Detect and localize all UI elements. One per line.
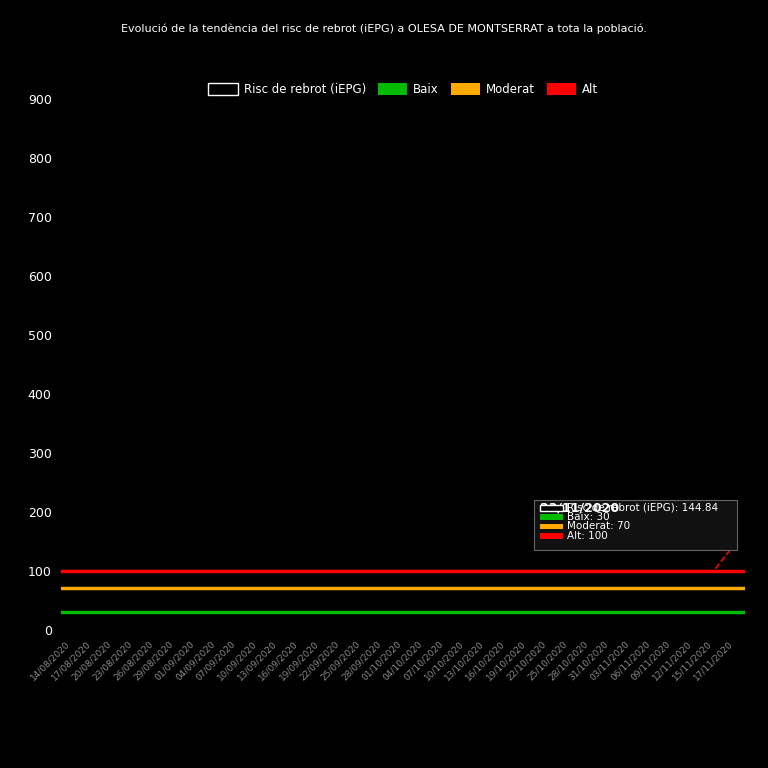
Text: Baix: 30: Baix: 30 <box>567 512 610 522</box>
Text: Evolució de la tendència del risc de rebrot (iEPG) a OLESA DE MONTSERRAT a tota : Evolució de la tendència del risc de reb… <box>121 23 647 34</box>
FancyBboxPatch shape <box>534 500 737 550</box>
Text: Alt: 100: Alt: 100 <box>567 531 607 541</box>
FancyBboxPatch shape <box>540 524 563 529</box>
FancyBboxPatch shape <box>540 505 563 511</box>
FancyBboxPatch shape <box>540 533 563 539</box>
Legend: Risc de rebrot (iEPG), Baix, Moderat, Alt: Risc de rebrot (iEPG), Baix, Moderat, Al… <box>204 78 603 101</box>
FancyBboxPatch shape <box>540 514 563 520</box>
Text: 23/11/2020: 23/11/2020 <box>540 501 619 514</box>
Text: Risc de rebrot (iEPG): 144.84: Risc de rebrot (iEPG): 144.84 <box>567 502 718 512</box>
Text: Moderat: 70: Moderat: 70 <box>567 521 630 531</box>
